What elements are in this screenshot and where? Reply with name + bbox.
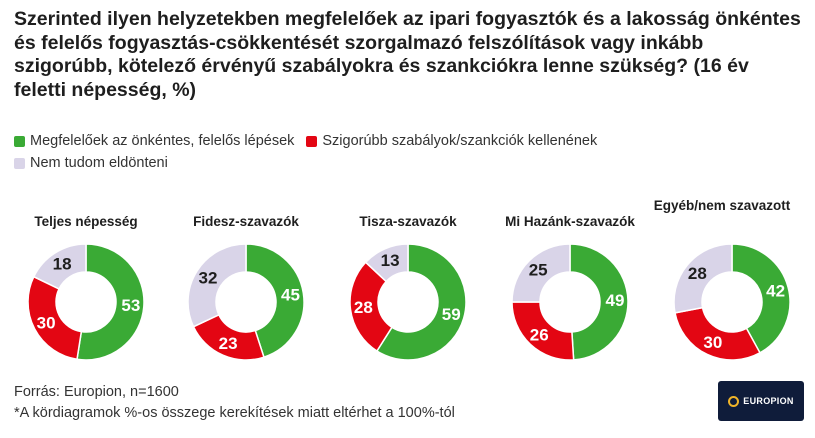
donut-chart-teljes: Teljes népesség 53 30 18 <box>6 196 166 376</box>
donut-title: Mi Hazánk-szavazók <box>505 214 635 229</box>
slice-voluntary-label: 59 <box>442 305 461 324</box>
donut-svg: 49 26 25 <box>511 243 629 361</box>
donut-chart-fidesz: Fidesz-szavazók 45 23 32 <box>166 196 326 376</box>
logo-text: EUROPION <box>743 396 794 406</box>
legend-item-voluntary: Megfelelőek az önkéntes, felelős lépések <box>14 133 294 149</box>
chart-title: Szerinted ilyen helyzetekben megfelelőek… <box>14 8 801 101</box>
donut-title: Egyéb/nem szavazott <box>653 198 791 213</box>
slice-voluntary <box>375 243 467 361</box>
slice-voluntary-label: 45 <box>281 285 300 304</box>
slice-undecided <box>32 243 87 290</box>
legend: Megfelelőek az önkéntes, felelős lépések… <box>14 130 794 174</box>
slice-undecided-label: 18 <box>53 254 72 273</box>
slice-stricter <box>674 306 761 361</box>
rounding-note: *A kördiagramok %-os összege kerekítések… <box>14 405 455 421</box>
slice-voluntary-label: 42 <box>766 281 785 300</box>
legend-label-undecided: Nem tudom eldönteni <box>30 155 168 171</box>
slice-voluntary-label: 53 <box>121 296 140 315</box>
slice-stricter-label: 30 <box>703 333 722 352</box>
donut-title: Fidesz-szavazók <box>193 214 299 229</box>
slice-undecided <box>187 243 247 328</box>
slice-voluntary <box>569 243 629 361</box>
donut-title: Tisza-szavazók <box>359 214 457 229</box>
slice-stricter-label: 23 <box>219 334 238 353</box>
europion-logo: EUROPION <box>718 381 804 421</box>
donut-chart-tisza: Tisza-szavazók 59 28 13 <box>328 196 488 376</box>
slice-undecided <box>511 243 571 303</box>
slice-undecided-label: 13 <box>381 251 400 270</box>
logo-icon <box>728 395 740 407</box>
donut-svg: 53 30 18 <box>27 243 145 361</box>
donut-chart-mihazank: Mi Hazánk-szavazók 49 26 25 <box>490 196 650 376</box>
source-text: Forrás: Europion, n=1600 <box>14 384 179 400</box>
slice-undecided-label: 32 <box>199 268 218 287</box>
slice-undecided <box>364 243 409 283</box>
donut-title: Teljes népesség <box>34 214 138 229</box>
legend-swatch-green <box>14 135 25 147</box>
footer: Forrás: Europion, n=1600 *A kördiagramok… <box>14 382 455 424</box>
donut-svg: 59 28 13 <box>349 243 467 361</box>
slice-undecided-label: 28 <box>688 264 707 283</box>
slice-voluntary-label: 49 <box>606 291 625 310</box>
donut-charts: Teljes népesség 53 30 18 Fidesz-szavazók 4… <box>0 196 815 376</box>
legend-label-stricter: Szigorúbb szabályok/szankciók kellenének <box>322 133 598 149</box>
slice-undecided <box>673 243 733 314</box>
donut-svg: 45 23 32 <box>187 243 305 361</box>
donut-svg: 42 30 28 <box>673 243 791 361</box>
slice-stricter-label: 28 <box>354 298 373 317</box>
slice-stricter-label: 26 <box>530 325 549 344</box>
slice-stricter <box>349 261 393 353</box>
legend-item-undecided: Nem tudom eldönteni <box>14 155 168 171</box>
donut-chart-egyeb: Egyéb/nem szavazott 42 30 28 <box>652 196 812 376</box>
legend-label-voluntary: Megfelelőek az önkéntes, felelős lépések <box>30 133 295 149</box>
slice-voluntary <box>76 243 145 361</box>
slice-voluntary <box>245 243 305 359</box>
slice-undecided-label: 25 <box>529 261 548 280</box>
slice-voluntary <box>731 243 791 354</box>
legend-swatch-lavender <box>14 157 25 169</box>
legend-item-stricter: Szigorúbb szabályok/szankciók kellenének <box>306 133 597 149</box>
legend-swatch-red <box>306 135 318 147</box>
slice-stricter-label: 30 <box>37 313 56 332</box>
slice-stricter <box>27 275 83 361</box>
